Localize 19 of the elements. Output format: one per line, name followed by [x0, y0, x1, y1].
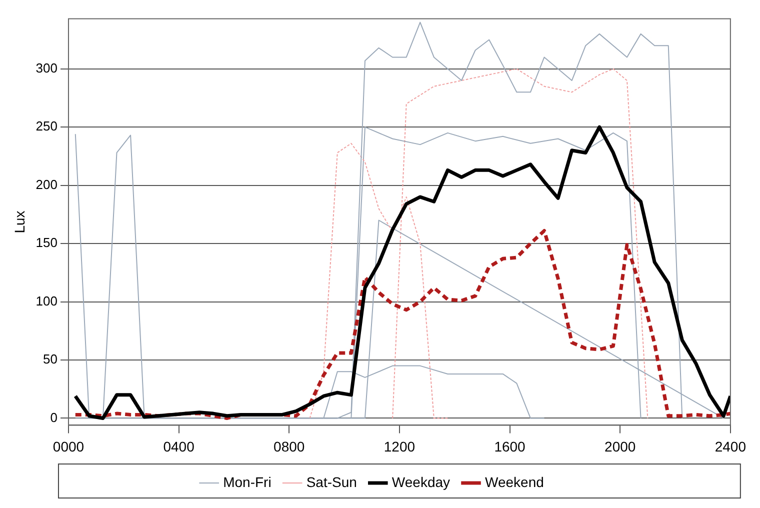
legend-label: Sat-Sun [306, 474, 357, 490]
x-tick-label: 1200 [384, 438, 416, 454]
y-tick-label: 250 [36, 118, 58, 134]
legend-label: Weekend [485, 474, 544, 490]
x-tick-label: 0800 [274, 438, 305, 454]
x-tick-label: 2000 [604, 438, 636, 454]
x-tick-label: 0000 [52, 438, 84, 454]
x-tick-label: 0400 [163, 438, 195, 454]
legend-label: Mon-Fri [223, 474, 272, 490]
y-tick-label: 100 [36, 293, 58, 308]
y-axis-title: Lux [11, 210, 28, 234]
y-tick-label: 50 [43, 352, 58, 367]
y-tick-label: 300 [36, 60, 58, 76]
y-tick-label: 200 [36, 176, 58, 192]
y-tick-label: 150 [36, 235, 58, 250]
x-tick-label: 2400 [714, 438, 746, 454]
legend-label: Weekday [392, 474, 450, 490]
y-tick-label: 0 [50, 410, 58, 425]
x-tick-label: 1600 [494, 438, 526, 454]
